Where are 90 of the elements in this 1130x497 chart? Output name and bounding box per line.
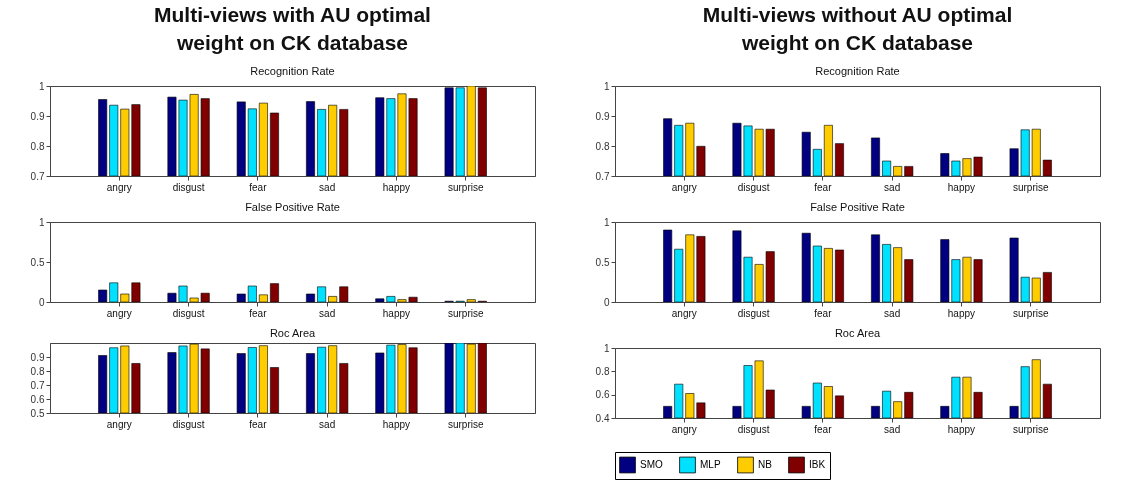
x-tick-label: disgust	[737, 181, 770, 193]
y-tick-label: 0.7	[30, 379, 45, 391]
y-tick-label: 0.8	[595, 140, 610, 152]
x-tick-label: disgust	[737, 423, 770, 435]
chart-title: Roc Area	[834, 327, 881, 339]
x-tick-label: happy	[382, 307, 411, 319]
x-tick-label: surprise	[1012, 307, 1049, 319]
bar	[1042, 272, 1052, 302]
bar	[812, 245, 822, 302]
y-tick-label: 0.9	[30, 351, 45, 363]
x-tick-label: disgust	[172, 181, 205, 193]
x-tick-label: happy	[947, 423, 976, 435]
x-tick-label: fear	[249, 307, 268, 319]
y-tick-label: 1	[603, 216, 610, 228]
bar	[882, 244, 892, 302]
x-tick-label: fear	[814, 307, 833, 319]
y-tick-label: 1	[38, 216, 45, 228]
x-tick-label: disgust	[737, 307, 770, 319]
legend-label: MLP	[700, 459, 721, 470]
chart-subtitle: Recognition Rate	[250, 65, 335, 77]
x-tick-label: surprise	[447, 181, 484, 193]
bar	[98, 289, 108, 302]
bar	[835, 249, 844, 302]
bar	[893, 247, 903, 302]
chart-title: False Positive Rate	[810, 201, 905, 213]
x-tick-label: sad	[884, 423, 901, 435]
bar	[306, 293, 315, 302]
legend-label: NB	[758, 459, 773, 470]
x-tick-label: fear	[249, 418, 268, 430]
x-tick-label: sad	[319, 307, 336, 319]
x-tick-label: surprise	[1012, 181, 1049, 193]
y-tick-label: 0.5	[30, 256, 45, 268]
y-tick-label: 0.5	[30, 407, 45, 419]
y-tick-label: 0.9	[595, 110, 610, 122]
y-tick-label: 0.8	[30, 365, 45, 377]
x-tick-label: sad	[884, 307, 901, 319]
y-tick-label: 0.4	[595, 412, 610, 424]
x-tick-label: happy	[382, 181, 411, 193]
bar	[247, 285, 257, 302]
y-tick-label: 0.7	[30, 170, 45, 182]
chart-subtitle: Recognition Rate	[815, 65, 900, 77]
x-tick-label: sad	[884, 181, 901, 193]
y-tick-label: 0	[603, 296, 610, 308]
x-tick-label: angry	[671, 307, 697, 319]
x-tick-label: surprise	[447, 307, 484, 319]
x-tick-label: disgust	[172, 307, 205, 319]
y-tick-label: 1	[603, 80, 610, 92]
y-tick-label: 0.8	[30, 140, 45, 152]
x-tick-label: disgust	[172, 418, 205, 430]
bar	[801, 232, 811, 302]
bar	[904, 259, 914, 302]
y-tick-label: 1	[603, 342, 610, 354]
bar	[339, 286, 349, 302]
y-tick-label: 0	[38, 296, 45, 308]
x-tick-label: sad	[319, 418, 336, 430]
y-tick-label: 0.9	[30, 110, 45, 122]
x-tick-label: surprise	[447, 418, 484, 430]
y-tick-label: 1	[38, 80, 45, 92]
bar	[663, 229, 673, 302]
x-tick-label: fear	[814, 423, 833, 435]
x-tick-label: angry	[106, 307, 132, 319]
x-tick-label: angry	[106, 418, 132, 430]
bar	[328, 296, 338, 302]
chart-title: Multi-views with AU optimal weight on CK database	[154, 3, 431, 54]
bar	[258, 294, 268, 302]
bar	[317, 286, 327, 302]
y-tick-label: 0.6	[595, 389, 610, 401]
x-tick-label: happy	[382, 418, 411, 430]
x-tick-label: happy	[947, 307, 976, 319]
x-tick-label: fear	[814, 181, 833, 193]
bar	[871, 234, 880, 302]
chart-title: Roc Area	[269, 327, 316, 339]
x-tick-label: surprise	[1012, 423, 1049, 435]
x-tick-label: angry	[106, 181, 132, 193]
chart-title: Multi-views without AU optimal weight on CK database	[702, 3, 1013, 54]
y-tick-label: 0.8	[595, 365, 610, 377]
bar	[236, 293, 246, 302]
y-tick-label: 0.7	[595, 170, 610, 182]
x-tick-label: angry	[671, 181, 697, 193]
x-tick-label: happy	[947, 181, 976, 193]
legend-label: SMO	[640, 459, 663, 470]
y-tick-label: 0.6	[30, 393, 45, 405]
bar	[270, 283, 279, 302]
x-tick-label: sad	[319, 181, 336, 193]
x-tick-label: fear	[249, 181, 268, 193]
x-tick-label: angry	[671, 423, 697, 435]
chart-title: False Positive Rate	[245, 201, 340, 213]
y-tick-label: 0.5	[595, 256, 610, 268]
legend-label: IBK	[809, 459, 826, 470]
bar	[823, 248, 833, 302]
